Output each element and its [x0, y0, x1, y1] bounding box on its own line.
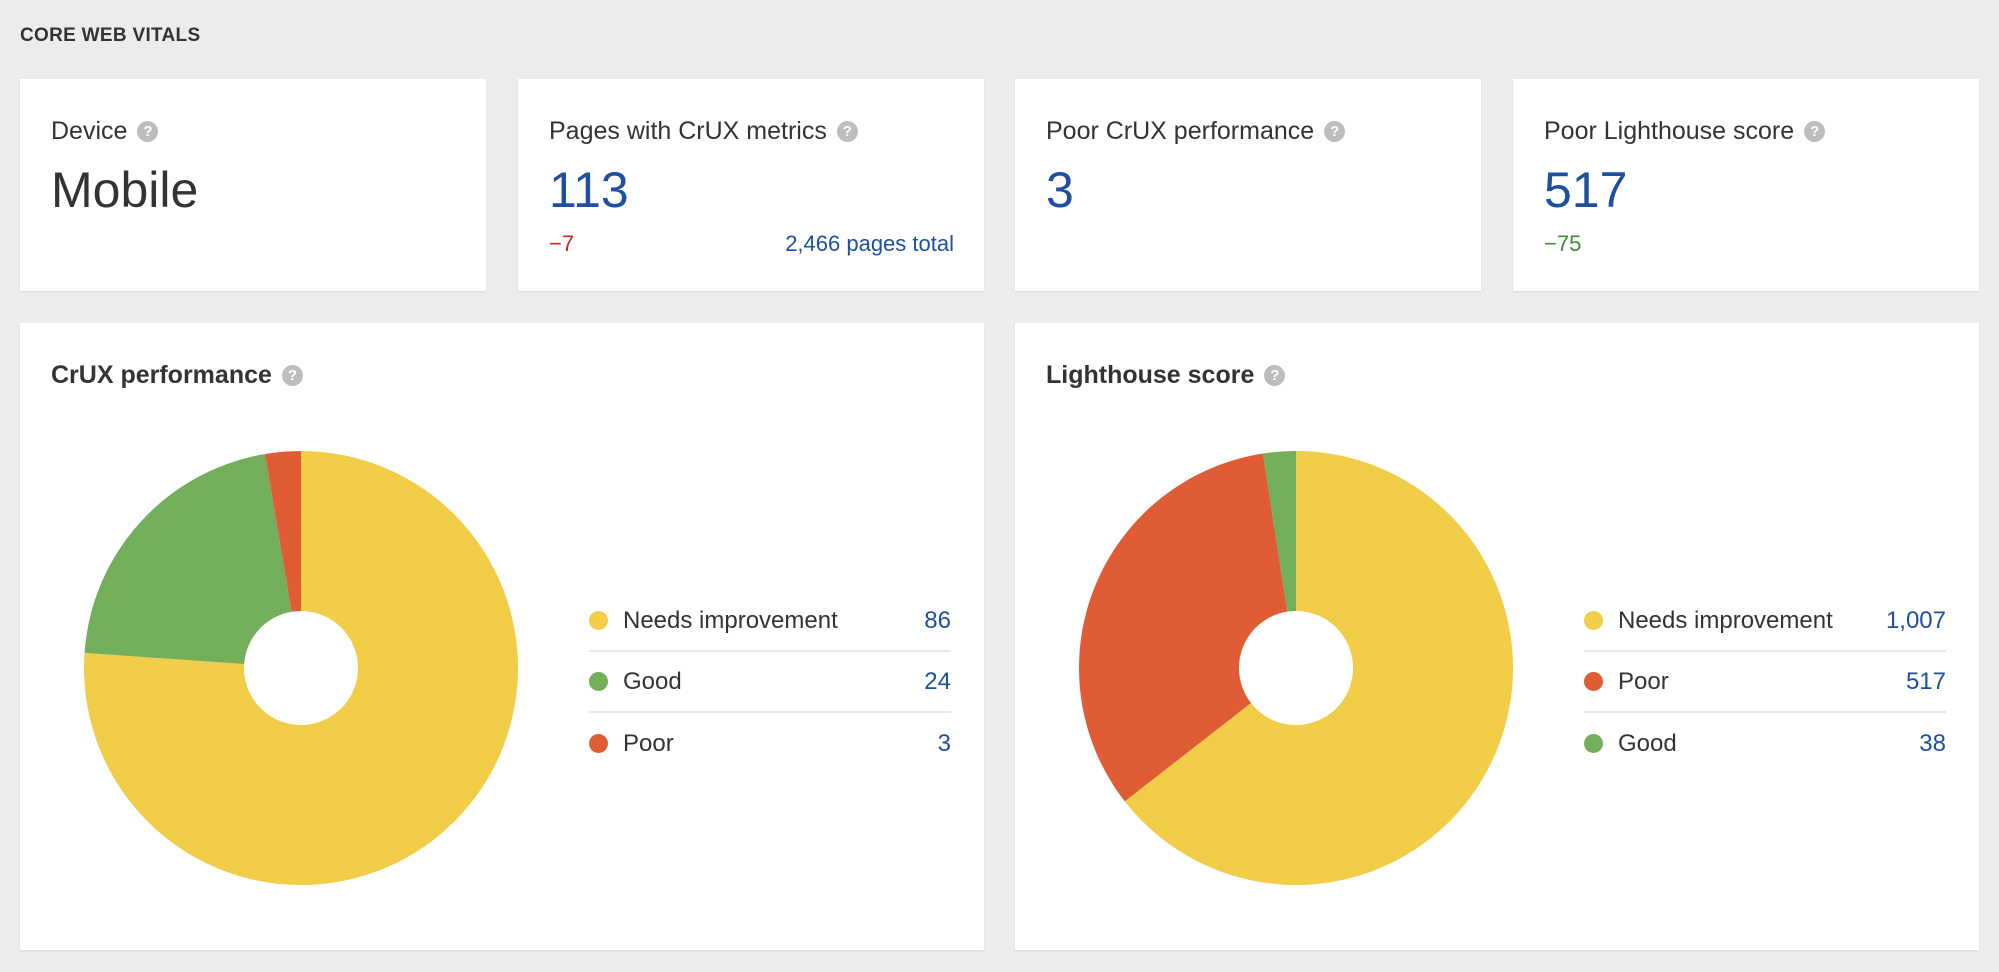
legend-row[interactable]: Good 24 [589, 652, 951, 713]
legend-row[interactable]: Good 38 [1584, 713, 1946, 774]
legend-dot-icon [589, 672, 608, 691]
legend-value[interactable]: 3 [937, 729, 951, 757]
legend-label: Good [1618, 729, 1677, 757]
crux-chart-card: CrUX performance? Needs improvement 86 Go… [20, 323, 984, 950]
lighthouse-legend: Needs improvement 1,007 Poor 517 Good 38 [1584, 591, 1946, 774]
lighthouse-donut-chart [1079, 451, 1513, 885]
section-title: CORE WEB VITALS [20, 25, 201, 46]
legend-row[interactable]: Needs improvement 86 [589, 591, 951, 652]
help-icon[interactable]: ? [281, 365, 303, 386]
legend-dot-icon [1584, 734, 1603, 753]
legend-dot-icon [589, 611, 608, 630]
legend-dot-icon [1584, 611, 1603, 630]
slice-needs-improvement[interactable] [83, 451, 519, 885]
slice-good[interactable] [84, 454, 292, 665]
legend-value[interactable]: 1,007 [1885, 606, 1946, 634]
poor-crux-card: Poor CrUX performance? 3 [1015, 79, 1481, 291]
legend-row[interactable]: Poor 517 [1584, 652, 1946, 713]
pages-total-link[interactable]: 2,466 pages total [785, 231, 954, 256]
legend-label: Needs improvement [623, 606, 838, 634]
crux-legend: Needs improvement 86 Good 24 Poor 3 [589, 591, 951, 774]
poor-lighthouse-label: Poor Lighthouse score [1544, 117, 1795, 145]
slice-needs-improvement[interactable] [1124, 451, 1513, 885]
lighthouse-chart-card: Lighthouse score? Needs improvement 1,007… [1015, 323, 1979, 950]
poor-crux-label: Poor CrUX performance [1046, 117, 1315, 145]
legend-label: Needs improvement [1618, 606, 1833, 634]
poor-crux-value[interactable]: 3 [1046, 162, 1074, 218]
device-label: Device [51, 117, 128, 145]
slice-good[interactable] [1262, 451, 1296, 612]
slice-poor[interactable] [1079, 453, 1288, 802]
help-icon[interactable]: ? [137, 121, 159, 142]
poor-lighthouse-value[interactable]: 517 [1544, 162, 1628, 218]
legend-dot-icon [589, 734, 608, 753]
legend-dot-icon [1584, 672, 1603, 691]
legend-label: Poor [1618, 667, 1669, 695]
help-icon[interactable]: ? [1324, 121, 1346, 142]
legend-value[interactable]: 517 [1905, 667, 1946, 695]
legend-label: Poor [623, 729, 674, 757]
legend-label: Good [623, 667, 682, 695]
legend-row[interactable]: Needs improvement 1,007 [1584, 591, 1946, 652]
poor-lighthouse-card: Poor Lighthouse score? 517 −75 [1513, 79, 1979, 291]
legend-value[interactable]: 24 [924, 667, 951, 695]
poor-lighthouse-delta: −75 [1544, 231, 1582, 256]
pages-crux-value[interactable]: 113 [549, 162, 629, 218]
pages-crux-label: Pages with CrUX metrics [549, 117, 827, 145]
help-icon[interactable]: ? [1804, 121, 1826, 142]
chart-title: Lighthouse score [1046, 361, 1255, 389]
pages-crux-card: Pages with CrUX metrics? 113 −7 2,466 pa… [518, 79, 984, 291]
device-value: Mobile [51, 162, 199, 218]
device-card: Device? Mobile [20, 79, 486, 291]
legend-value[interactable]: 86 [924, 606, 951, 634]
slice-poor[interactable] [264, 451, 301, 612]
legend-row[interactable]: Poor 3 [589, 713, 951, 774]
help-icon[interactable]: ? [1264, 365, 1286, 386]
chart-title: CrUX performance [51, 361, 272, 389]
legend-value[interactable]: 38 [1919, 729, 1946, 757]
crux-donut-chart [83, 451, 519, 885]
help-icon[interactable]: ? [836, 121, 858, 142]
pages-crux-delta: −7 [549, 231, 575, 256]
